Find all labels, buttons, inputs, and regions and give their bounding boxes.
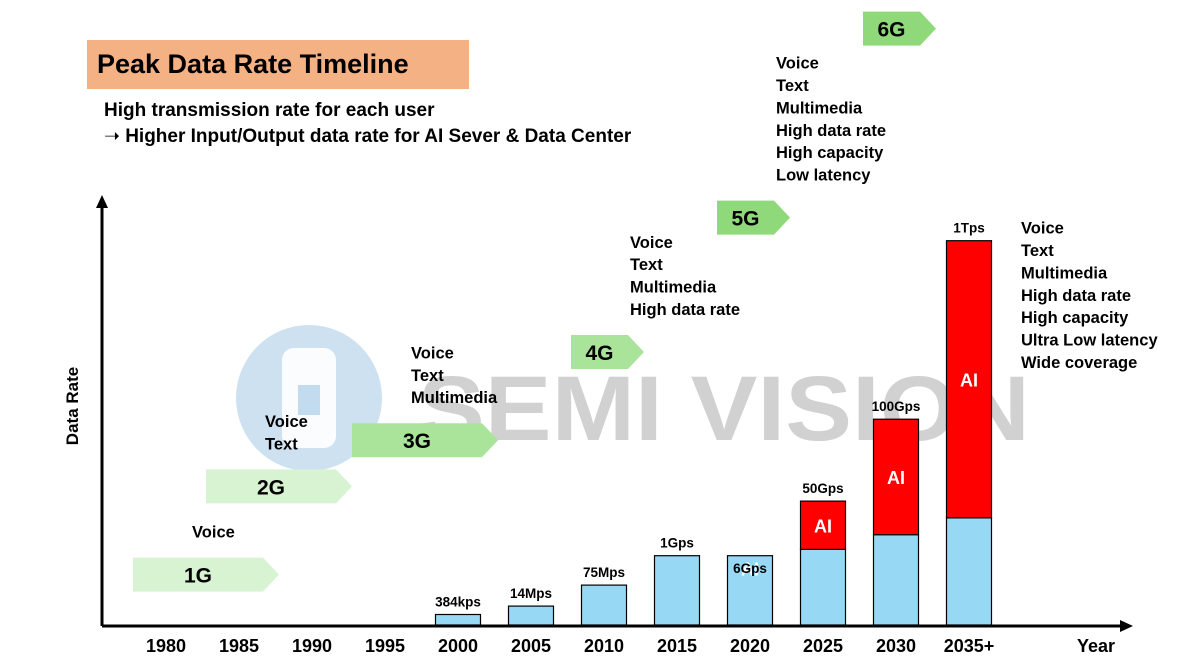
feature-5g-low-latency: Low latency (776, 167, 871, 185)
bars: 384kps14Mps75Mps1GpsAI6GpsAI50GpsAI100Gp… (434, 221, 993, 626)
x-tick-label-2030: 2030 (876, 636, 916, 656)
y-axis-label: Data Rate (63, 367, 82, 445)
generation-label-2g: 2G (257, 476, 285, 499)
feature-5g-voice: Voice (776, 55, 819, 73)
feature-6g-multimedia: Multimedia (1021, 264, 1108, 282)
x-tick-labels: 1980 1985 1990 1995 2000 2005 2010 2015 2020 2025… (146, 636, 994, 656)
x-tick-label-2010: 2010 (584, 636, 624, 656)
feature-6g-voice: Voice (1021, 220, 1064, 238)
bar-ai-label-2035: AI (960, 370, 978, 390)
watermark-text: SEMI VISION (418, 358, 1030, 460)
bar-base-2015 (653, 555, 701, 626)
bar-base-2035 (945, 517, 993, 626)
generation-arrows: 1G Voice 2G Voice Text 3G Voice Text Multimedia 4… (133, 11, 1158, 592)
x-tick-label-2005: 2005 (511, 636, 551, 656)
generation-arrow-1g (133, 557, 279, 592)
bar-ai-2035 (945, 240, 993, 519)
feature-5g-multimedia: Multimedia (776, 99, 863, 117)
x-tick-label-2015: 2015 (657, 636, 697, 656)
x-tick-label-2000: 2000 (438, 636, 478, 656)
bar-ai-2030 (872, 418, 920, 536)
title-box: Peak Data Rate Timeline (87, 40, 469, 89)
bar-value-label-2000: 384kps (435, 595, 481, 610)
feature-4g-voice: Voice (630, 234, 673, 252)
generation-label-1g: 1G (184, 565, 212, 588)
feature-4g-text: Text (630, 256, 663, 274)
feature-4g-high-data-rate: High data rate (630, 301, 740, 319)
x-axis-label: Year (1077, 636, 1115, 656)
watermark: SEMI VISION (236, 325, 1030, 471)
feature-2g-text: Text (265, 435, 298, 453)
bar-value-label-2025: 50Gps (802, 481, 843, 496)
x-tick-label-2020: 2020 (730, 636, 770, 656)
generation-label-4g: 4G (585, 342, 613, 365)
axes: Data Rate Year (63, 195, 1133, 656)
bar-value-label-2020: 6Gps (733, 561, 767, 576)
bar-base-2000 (434, 613, 482, 626)
x-tick-label-2035: 2035+ (944, 636, 995, 656)
bar-value-label-2015: 1Gps (660, 536, 694, 551)
subtitle-line-1: High transmission rate for each user (104, 100, 435, 121)
generation-arrow-4g (571, 335, 644, 369)
feature-5g-high-data-rate: High data rate (776, 122, 886, 140)
bar-base-2005 (507, 605, 555, 626)
feature-3g-multimedia: Multimedia (411, 389, 498, 407)
generation-arrow-6g (863, 11, 936, 46)
feature-6g-wide-coverage: Wide coverage (1021, 354, 1137, 372)
feature-6g-ultra-low-latency: Ultra Low latency (1021, 332, 1158, 350)
bar-base-2030 (872, 534, 920, 626)
bar-ai-2025 (799, 500, 847, 551)
feature-4g-multimedia: Multimedia (630, 279, 717, 297)
bar-ai-label-2025: AI (814, 516, 832, 536)
generation-arrow-5g (717, 200, 790, 235)
generation-label-5g: 5G (731, 208, 759, 231)
feature-6g-high-data-rate: High data rate (1021, 287, 1131, 305)
bar-value-label-2005: 14Mps (510, 586, 552, 601)
bar-base-2025 (799, 548, 847, 626)
watermark-logo-inner (298, 385, 320, 415)
bar-value-label-2010: 75Mps (583, 565, 625, 580)
feature-1g-voice: Voice (192, 524, 235, 542)
subtitle: High transmission rate for each user ➝ H… (104, 98, 631, 150)
bar-ai-label-2030: AI (887, 468, 905, 488)
x-tick-label-1990: 1990 (292, 636, 332, 656)
x-tick-label-1980: 1980 (146, 636, 186, 656)
subtitle-line-2: ➝ Higher Input/Output data rate for AI S… (104, 126, 632, 147)
feature-3g-text: Text (411, 367, 444, 385)
feature-5g-text: Text (776, 77, 809, 95)
page-title: Peak Data Rate Timeline (97, 49, 409, 79)
bar-base-2010 (580, 584, 628, 626)
generation-arrow-3g (352, 423, 498, 458)
y-axis-arrow (96, 195, 108, 208)
generation-label-6g: 6G (877, 19, 905, 42)
bar-base-2020 (726, 555, 774, 626)
bar-ai-label-2020: AI (741, 559, 759, 579)
x-tick-label-2025: 2025 (803, 636, 843, 656)
x-axis-arrow (1120, 620, 1133, 632)
bar-value-label-2035: 1Tps (953, 221, 985, 236)
bar-value-label-2030: 100Gps (872, 399, 921, 414)
generation-label-3g: 3G (403, 430, 431, 453)
feature-5g-high-capacity: High capacity (776, 144, 884, 162)
feature-3g-voice: Voice (411, 344, 454, 362)
x-tick-label-1985: 1985 (219, 636, 259, 656)
feature-2g-voice: Voice (265, 413, 308, 431)
feature-6g-text: Text (1021, 242, 1054, 260)
generation-arrow-2g (206, 469, 352, 504)
feature-6g-high-capacity: High capacity (1021, 309, 1129, 327)
x-tick-label-1995: 1995 (365, 636, 405, 656)
